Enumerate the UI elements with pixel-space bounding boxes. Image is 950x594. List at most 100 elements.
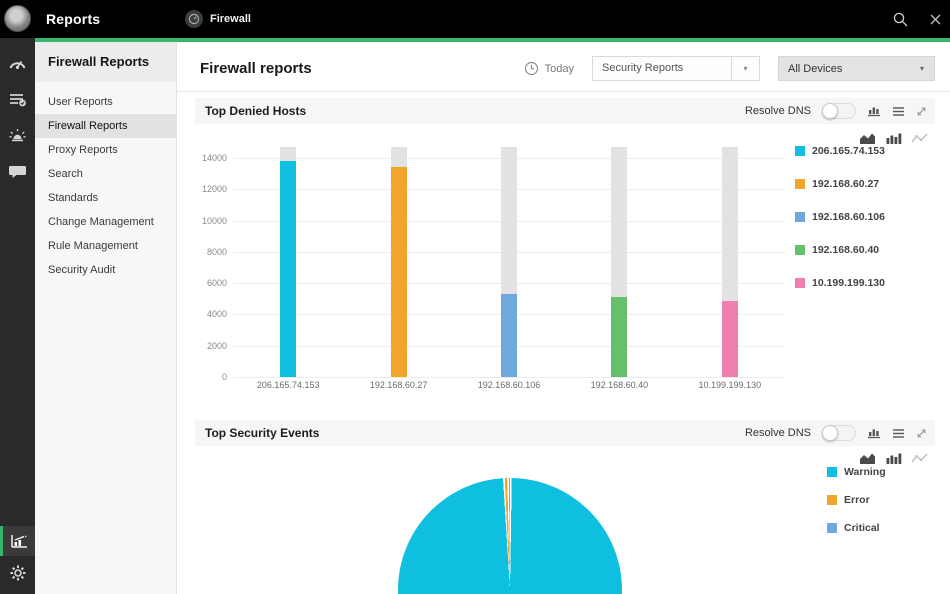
legend-label: 192.168.60.27 bbox=[812, 178, 880, 190]
bar-10.199.199.130[interactable] bbox=[721, 301, 738, 377]
expand-icon[interactable] bbox=[916, 428, 927, 439]
menu-icon[interactable] bbox=[892, 428, 905, 439]
tab-label: Firewall bbox=[210, 13, 251, 25]
x-axis-label: 192.168.60.106 bbox=[477, 380, 541, 390]
legend-swatch bbox=[795, 245, 805, 255]
legend-item-critical[interactable]: Critical bbox=[827, 522, 886, 534]
resolve-dns-label: Resolve DNS bbox=[744, 427, 811, 439]
reports-list-icon[interactable] bbox=[0, 82, 35, 116]
legend-swatch bbox=[827, 467, 837, 477]
main-content: Firewall reports Today Security Reports … bbox=[177, 42, 950, 594]
chart-view-icon[interactable] bbox=[867, 427, 881, 439]
bar-192.168.60.106[interactable] bbox=[501, 294, 517, 377]
tab-firewall[interactable]: Firewall bbox=[185, 7, 251, 31]
dashboard-gauge-icon[interactable] bbox=[0, 46, 35, 80]
sidebar-item-user-reports[interactable]: User Reports bbox=[48, 96, 113, 108]
sidebar-item-change-management[interactable]: Change Management bbox=[48, 216, 154, 228]
legend-swatch bbox=[827, 523, 837, 533]
pie-chart-legend: Warning Error Critical bbox=[827, 466, 886, 550]
bar-chart-legend: 206.165.74.153 192.168.60.27 192.168.60.10… bbox=[795, 145, 885, 310]
app-title: Reports bbox=[46, 11, 101, 27]
area-chart-icon[interactable] bbox=[859, 132, 876, 150]
legend-swatch bbox=[795, 179, 805, 189]
x-axis-label: 10.199.199.130 bbox=[698, 380, 762, 390]
menu-icon[interactable] bbox=[892, 106, 905, 117]
time-filter-label: Today bbox=[544, 62, 574, 75]
chart-type-switcher-2 bbox=[859, 452, 928, 470]
reports-chart-icon[interactable] bbox=[0, 526, 35, 556]
y-axis-tick: 4000 bbox=[206, 309, 227, 320]
y-axis-tick: 6000 bbox=[206, 278, 227, 289]
sidebar-item-standards[interactable]: Standards bbox=[48, 192, 99, 204]
report-category-select[interactable]: Security Reports ▾ bbox=[592, 56, 760, 81]
y-axis-tick: 2000 bbox=[206, 340, 227, 351]
x-axis-label: 206.165.74.153 bbox=[256, 380, 320, 390]
bar-192.168.60.27[interactable] bbox=[390, 167, 407, 377]
device-select[interactable]: All Devices ▾ bbox=[778, 56, 935, 81]
legend-label: 10.199.199.130 bbox=[812, 277, 885, 289]
resolve-dns-label: Resolve DNS bbox=[744, 105, 811, 117]
y-axis-tick: 14000 bbox=[201, 152, 227, 163]
legend-item-192.168.60.40[interactable]: 192.168.60.40 bbox=[795, 244, 885, 256]
device-select-value: All Devices bbox=[788, 62, 843, 75]
legend-item-10.199.199.130[interactable]: 10.199.199.130 bbox=[795, 277, 885, 289]
chevron-down-icon: ▾ bbox=[731, 57, 759, 80]
search-icon[interactable] bbox=[892, 11, 909, 28]
bar-206.165.74.153[interactable] bbox=[280, 161, 297, 377]
sidebar-item-search[interactable]: Search bbox=[48, 168, 83, 180]
area-chart-icon[interactable] bbox=[859, 452, 876, 470]
content-header: Firewall reports Today Security Reports … bbox=[177, 42, 950, 92]
sidebar-header: Firewall Reports bbox=[35, 42, 176, 82]
panel-title: Top Denied Hosts bbox=[205, 104, 307, 118]
security-events-pie-chart bbox=[398, 478, 622, 594]
legend-item-warning[interactable]: Warning bbox=[827, 466, 886, 478]
legend-item-192.168.60.106[interactable]: 192.168.60.106 bbox=[795, 211, 885, 223]
chart-view-icon[interactable] bbox=[867, 105, 881, 117]
legend-label: Warning bbox=[844, 466, 886, 478]
bar-chart-icon[interactable] bbox=[885, 452, 902, 470]
legend-item-error[interactable]: Error bbox=[827, 494, 886, 506]
expand-icon[interactable] bbox=[916, 106, 927, 117]
denied-hosts-bar-chart: 0 2000 4000 6000 8000 10000 12000 14000 bbox=[202, 147, 785, 382]
settings-gear-icon[interactable] bbox=[0, 556, 35, 590]
sidebar-item-rule-management[interactable]: Rule Management bbox=[48, 240, 138, 252]
legend-swatch bbox=[795, 146, 805, 156]
y-axis-tick: 10000 bbox=[201, 215, 227, 226]
top-bar: Reports Firewall bbox=[0, 0, 950, 38]
alarm-icon[interactable] bbox=[0, 118, 35, 152]
bar-chart-x-axis: 206.165.74.153 192.168.60.27 192.168.60.10… bbox=[233, 380, 785, 392]
sidebar-item-security-audit[interactable]: Security Audit bbox=[48, 264, 116, 276]
legend-label: Critical bbox=[844, 522, 880, 534]
legend-label: Error bbox=[844, 494, 870, 506]
legend-item-206.165.74.153[interactable]: 206.165.74.153 bbox=[795, 145, 885, 157]
legend-label: 192.168.60.106 bbox=[812, 211, 885, 223]
x-axis-label: 192.168.60.40 bbox=[590, 380, 649, 390]
firewall-tab-icon bbox=[185, 10, 203, 28]
sidebar-item-proxy-reports[interactable]: Proxy Reports bbox=[48, 144, 118, 156]
legend-swatch bbox=[795, 212, 805, 222]
y-axis-tick: 8000 bbox=[206, 246, 227, 257]
sidebar: Firewall Reports User Reports Firewall Re… bbox=[35, 42, 177, 594]
chat-icon[interactable] bbox=[0, 154, 35, 188]
user-avatar[interactable] bbox=[4, 5, 31, 32]
y-axis-tick: 0 bbox=[221, 372, 227, 382]
resolve-dns-toggle[interactable] bbox=[822, 425, 856, 441]
legend-item-192.168.60.27[interactable]: 192.168.60.27 bbox=[795, 178, 885, 190]
line-chart-icon[interactable] bbox=[911, 132, 928, 150]
resolve-dns-toggle[interactable] bbox=[822, 103, 856, 119]
page-title: Firewall reports bbox=[200, 60, 312, 77]
bar-chart-icon[interactable] bbox=[885, 132, 902, 150]
legend-label: 206.165.74.153 bbox=[812, 145, 885, 157]
report-category-value: Security Reports bbox=[602, 62, 684, 74]
bar-192.168.60.40[interactable] bbox=[611, 297, 628, 377]
legend-swatch bbox=[827, 495, 837, 505]
panel-title: Top Security Events bbox=[205, 426, 320, 440]
time-filter[interactable]: Today bbox=[524, 61, 574, 76]
clock-icon bbox=[524, 61, 538, 76]
sidebar-item-firewall-reports[interactable]: Firewall Reports bbox=[35, 114, 176, 138]
x-axis-label: 192.168.60.27 bbox=[369, 380, 428, 390]
line-chart-icon[interactable] bbox=[911, 452, 928, 470]
legend-label: 192.168.60.40 bbox=[812, 244, 880, 256]
close-icon[interactable] bbox=[929, 13, 942, 26]
